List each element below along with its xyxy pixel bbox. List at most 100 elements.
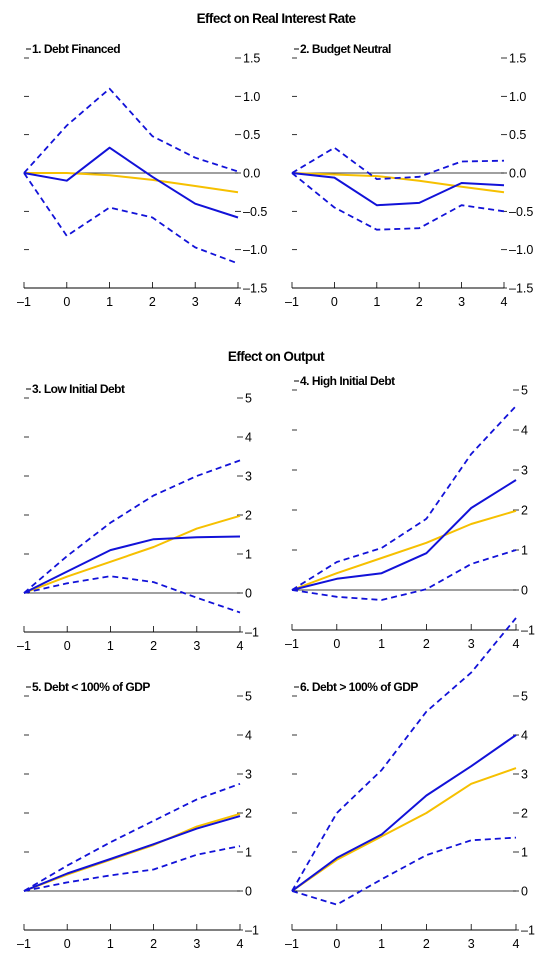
x-tick-label: 2 (423, 937, 430, 951)
y-tick-label: 3 (521, 464, 528, 478)
x-tick-label: 0 (333, 937, 340, 951)
x-tick-label: 4 (513, 937, 520, 951)
x-tick-label: –1 (17, 295, 31, 309)
y-tick-label: 2 (521, 807, 528, 821)
x-tick-label: –1 (17, 639, 31, 653)
x-tick-label: 4 (513, 637, 520, 651)
y-tick-label: 0 (245, 885, 252, 899)
y-tick-label: –1 (521, 924, 535, 938)
y-tick-label: 0.0 (509, 167, 526, 181)
x-tick-label: 0 (333, 637, 340, 651)
y-tick-label: 3 (245, 470, 252, 484)
y-tick-label: 4 (245, 431, 252, 445)
x-tick-label: 0 (331, 295, 338, 309)
y-tick-label: 5 (245, 690, 252, 704)
y-tick-label: 5 (521, 384, 528, 398)
y-tick-label: 3 (521, 768, 528, 782)
panel-title: 4. High Initial Debt (300, 374, 395, 388)
y-tick-label: 1.0 (243, 90, 260, 104)
series-lower (291, 172, 505, 231)
y-tick-label: 3 (245, 768, 252, 782)
y-tick-label: 1.0 (509, 90, 526, 104)
y-tick-label: 1 (245, 846, 252, 860)
panel-title: 1. Debt Financed (32, 42, 120, 56)
y-tick-label: 5 (521, 690, 528, 704)
chart-panel-2: 2. Budget Neutral –1.5 –1.0 –0.5 0.0 0.5 1.0 1.… (285, 42, 533, 309)
y-tick-label: 2 (245, 807, 252, 821)
panels: 1. Debt Financed –1.5 –1.0 –0.5 0.0 0.5 1.0 1.5… (17, 42, 535, 951)
x-tick-label: 0 (64, 937, 71, 951)
x-tick-label: 0 (64, 639, 71, 653)
series-upper (291, 405, 517, 591)
y-tick-label: 1.5 (509, 52, 526, 66)
y-tick-label: 4 (521, 729, 528, 743)
series-median (291, 734, 517, 892)
chart-panel-6: 6. Debt > 100% of GDP –1 0 1 2 3 4 5 –1 0 1 2 3 4 (285, 617, 535, 951)
y-tick-label: 0.5 (509, 128, 526, 142)
series-benchmark (291, 509, 517, 591)
series-lower (291, 836, 517, 906)
x-tick-label: 3 (193, 937, 200, 951)
x-tick-label: 2 (423, 637, 430, 651)
y-tick-label: 2 (245, 509, 252, 523)
y-tick-label: –0.5 (509, 205, 533, 219)
series-lower (23, 172, 239, 265)
x-tick-label: 1 (106, 295, 113, 309)
series-benchmark (23, 514, 241, 594)
x-tick-label: –1 (17, 937, 31, 951)
x-tick-label: 3 (458, 295, 465, 309)
y-tick-label: 4 (521, 424, 528, 438)
series-upper (23, 87, 239, 174)
section-title-interest-rate: Effect on Real Interest Rate (197, 11, 357, 26)
y-tick-label: 5 (245, 392, 252, 406)
x-tick-label: –1 (285, 637, 299, 651)
y-tick-label: –0.5 (243, 205, 267, 219)
x-tick-label: 2 (150, 639, 157, 653)
series-upper (23, 459, 241, 594)
x-tick-label: 4 (237, 639, 244, 653)
y-tick-label: –1.0 (243, 243, 267, 257)
x-tick-label: –1 (285, 937, 299, 951)
x-tick-label: 3 (468, 637, 475, 651)
y-tick-label: 1 (521, 544, 528, 558)
y-tick-label: –1 (245, 924, 259, 938)
y-tick-label: –1.5 (509, 282, 533, 296)
panel-title: 3. Low Initial Debt (32, 382, 125, 396)
x-tick-label: 1 (107, 639, 114, 653)
x-tick-label: 3 (193, 639, 200, 653)
x-tick-label: 2 (150, 937, 157, 951)
x-tick-label: 2 (416, 295, 423, 309)
x-tick-label: 3 (468, 937, 475, 951)
y-tick-label: 1 (245, 548, 252, 562)
series-benchmark (291, 767, 517, 892)
y-tick-label: –1.5 (243, 282, 267, 296)
panel-title: 5. Debt < 100% of GDP (32, 680, 150, 694)
x-tick-label: 3 (192, 295, 199, 309)
series-median (23, 535, 241, 594)
series-upper (23, 782, 241, 892)
series-median (23, 146, 239, 219)
series-lower (23, 575, 241, 614)
y-tick-label: 1.5 (243, 52, 260, 66)
chart-panel-3: 3. Low Initial Debt –1 0 1 2 3 4 5 –1 0 1 2 3 4 (17, 382, 259, 653)
series-upper (291, 617, 517, 892)
series-benchmark (24, 172, 239, 194)
series-median (23, 815, 241, 892)
panel-title: 2. Budget Neutral (300, 42, 391, 56)
series-lower (23, 845, 241, 892)
x-tick-label: 1 (373, 295, 380, 309)
x-tick-label: –1 (285, 295, 299, 309)
y-tick-label: 4 (245, 729, 252, 743)
chart-panel-4: 4. High Initial Debt –1 0 1 2 3 4 5 –1 0 1 2 3 4 (285, 374, 535, 651)
series-median (291, 172, 505, 207)
y-tick-label: 0.5 (243, 128, 260, 142)
x-tick-label: 1 (378, 637, 385, 651)
y-tick-label: 1 (521, 846, 528, 860)
y-tick-label: 0.0 (243, 167, 260, 181)
y-tick-label: 0 (521, 885, 528, 899)
x-tick-label: 4 (235, 295, 242, 309)
x-tick-label: 1 (107, 937, 114, 951)
chart-panel-5: 5. Debt < 100% of GDP –1 0 1 2 3 4 5 –1 0 1 2 3 4 (17, 680, 259, 951)
series-lower (291, 549, 517, 601)
